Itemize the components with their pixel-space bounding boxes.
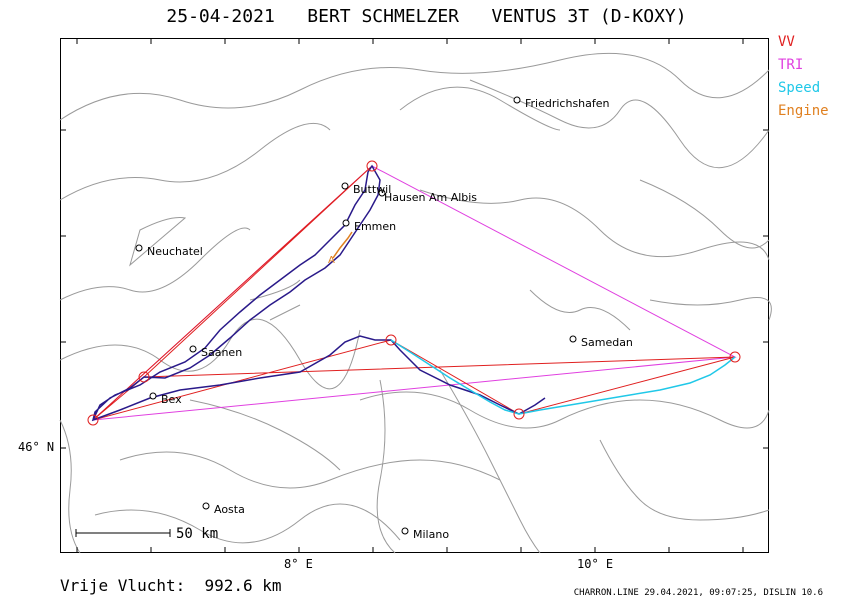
lon-label-8e: 8° E xyxy=(284,557,313,571)
place-saanen: Saanen xyxy=(201,346,243,359)
place-samedan: Samedan xyxy=(581,336,633,349)
place-friedrichshafen: Friedrichshafen xyxy=(525,97,610,110)
speed-track xyxy=(390,339,736,415)
turnpoint-2 xyxy=(366,160,378,172)
vv-route xyxy=(92,165,736,421)
map-title: 25-04-2021 BERT SCHMELZER VENTUS 3T (D-K… xyxy=(166,6,687,27)
turnpoints xyxy=(87,160,741,426)
flight-track xyxy=(91,164,546,422)
scale-bar xyxy=(75,529,171,537)
legend-tri: TRI xyxy=(778,57,804,73)
turnpoint-4 xyxy=(513,408,525,420)
scale-label: 50 km xyxy=(176,526,219,542)
engine-marker: A xyxy=(328,255,335,266)
legend-speed: Speed xyxy=(778,80,821,96)
place-neuchatel: Neuchatel xyxy=(147,245,203,258)
free-flight-distance: Vrije Vlucht: 992.6 km xyxy=(60,576,282,595)
turnpoint-start xyxy=(87,414,99,426)
axis-ticks xyxy=(60,38,769,553)
place-milano: Milano xyxy=(413,528,450,541)
turnpoint-5 xyxy=(729,351,741,363)
place-dots xyxy=(135,96,577,535)
place-bex: Bex xyxy=(161,393,182,406)
turnpoint-1 xyxy=(138,371,150,383)
place-buttwil: Buttwil xyxy=(353,183,392,196)
place-hausen-am-albis: Hausen Am Albis xyxy=(384,191,478,204)
legend-vv: VV xyxy=(778,34,795,50)
lat-label: 46° N xyxy=(18,440,55,454)
software-credit: CHARRON.LINE 29.04.2021, 09:07:25, DISLI… xyxy=(573,588,823,598)
legend-engine: Engine xyxy=(778,103,829,119)
place-aosta: Aosta xyxy=(214,503,245,516)
place-emmen: Emmen xyxy=(354,220,397,233)
terrain-outlines xyxy=(59,52,772,554)
map-frame xyxy=(60,38,769,553)
lon-label-10e: 10° E xyxy=(577,557,614,571)
engine-segment xyxy=(332,231,353,259)
turnpoint-3 xyxy=(385,334,397,346)
